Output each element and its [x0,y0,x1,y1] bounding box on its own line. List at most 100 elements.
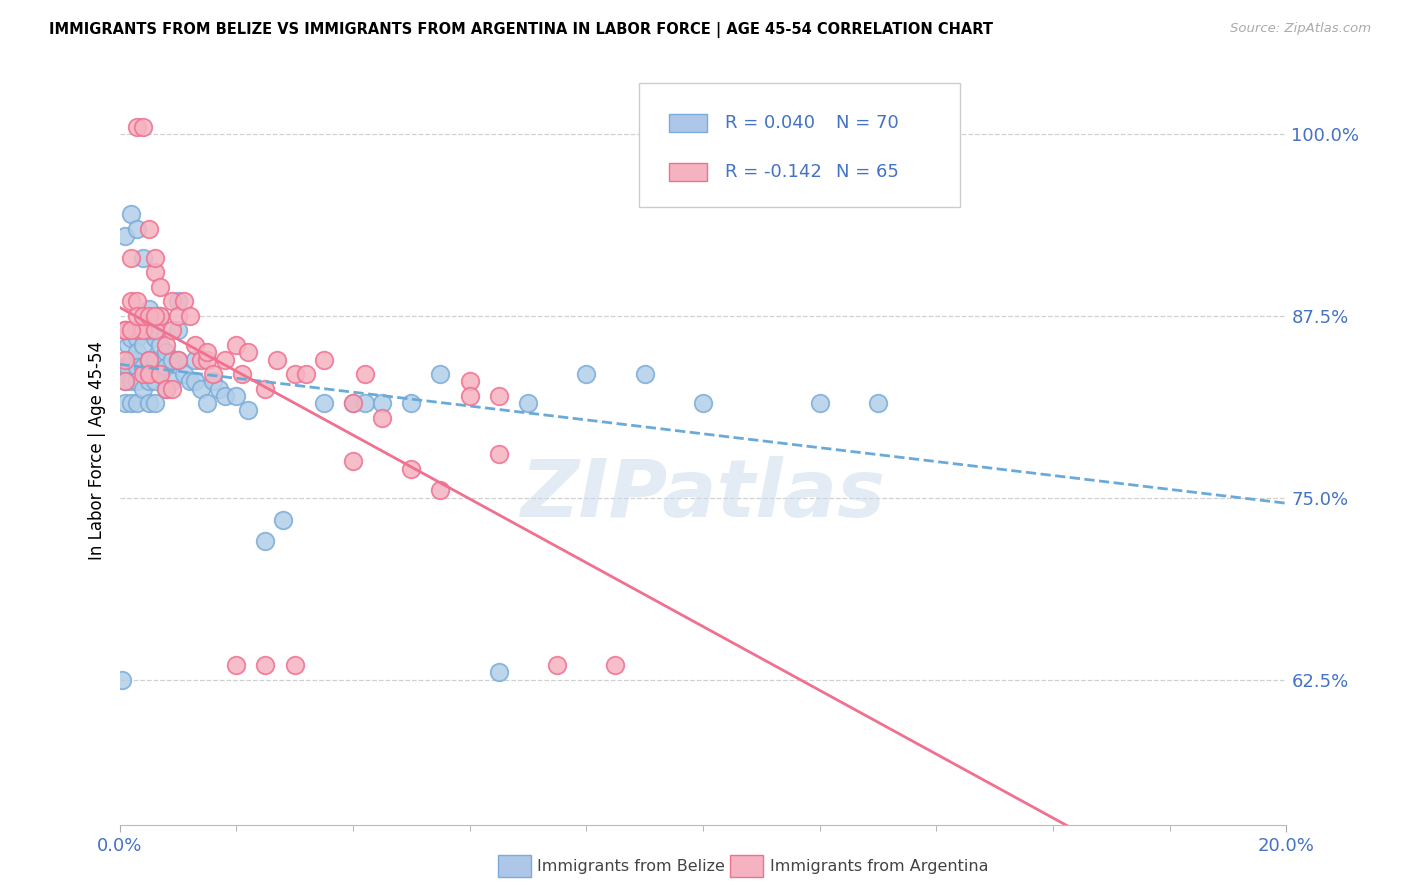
Point [266,352,288,367]
Point [184,352,207,367]
Point [342,396,364,410]
Point [114,396,136,410]
Point [692,396,714,410]
Point [149,309,172,323]
Point [254,382,277,396]
FancyBboxPatch shape [638,83,960,207]
Point [517,396,540,410]
Point [353,367,375,381]
Point [132,309,155,323]
Point [114,228,136,243]
Point [160,382,183,396]
Point [149,338,172,352]
Point [114,375,136,389]
Point [132,323,155,337]
Point [143,251,166,265]
Point [488,447,510,461]
Text: N = 70: N = 70 [837,114,898,132]
Point [155,338,177,352]
Point [295,367,318,381]
Point [125,331,148,345]
Point [125,375,148,389]
FancyBboxPatch shape [669,114,706,132]
Point [371,396,394,410]
Point [125,120,148,134]
Point [173,367,195,381]
Point [149,309,172,323]
Point [808,396,831,410]
Point [208,382,231,396]
Point [155,345,177,359]
Point [114,323,136,337]
Point [225,658,247,673]
Point [575,367,598,381]
Point [117,338,139,352]
Point [138,323,160,337]
Point [231,367,253,381]
Point [125,309,148,323]
Point [184,338,207,352]
Point [120,352,142,367]
Point [143,375,166,389]
Point [401,461,423,475]
Point [125,359,148,374]
Point [112,359,135,374]
Point [166,323,188,337]
Point [633,367,655,381]
Point [138,367,160,381]
Point [138,301,160,316]
Point [166,352,188,367]
Point [120,294,142,309]
FancyBboxPatch shape [669,163,706,181]
Point [120,207,142,221]
Y-axis label: In Labor Force | Age 45-54: In Labor Force | Age 45-54 [87,341,105,560]
Point [143,396,166,410]
Point [125,396,148,410]
Point [429,483,451,498]
Point [132,382,155,396]
Point [179,375,201,389]
Point [143,331,166,345]
Point [401,396,423,410]
Point [138,375,160,389]
Point [111,673,134,687]
Text: Immigrants from Argentina: Immigrants from Argentina [770,859,988,873]
Point [429,367,451,381]
Point [120,396,142,410]
Point [149,367,172,381]
FancyBboxPatch shape [498,855,531,877]
Point [125,221,148,235]
Point [236,403,259,417]
Point [125,294,148,309]
Point [225,338,247,352]
Point [283,658,307,673]
Text: N = 65: N = 65 [837,163,898,181]
Point [195,352,218,367]
Point [138,396,160,410]
Point [225,389,247,403]
Point [214,352,236,367]
Point [114,323,136,337]
Point [160,323,183,337]
Point [160,352,183,367]
Point [488,389,510,403]
Point [132,316,155,330]
Point [866,396,890,410]
Point [546,658,568,673]
Text: R = 0.040: R = 0.040 [725,114,815,132]
Point [201,375,224,389]
Text: IMMIGRANTS FROM BELIZE VS IMMIGRANTS FROM ARGENTINA IN LABOR FORCE | AGE 45-54 C: IMMIGRANTS FROM BELIZE VS IMMIGRANTS FRO… [49,22,993,38]
Point [149,280,172,294]
Point [138,309,160,323]
Text: Source: ZipAtlas.com: Source: ZipAtlas.com [1230,22,1371,36]
Point [190,352,212,367]
Point [155,382,177,396]
Point [236,345,259,359]
Point [173,294,195,309]
Point [184,375,207,389]
Point [201,367,224,381]
Point [254,658,277,673]
Point [120,331,142,345]
Point [214,389,236,403]
Point [132,367,155,381]
